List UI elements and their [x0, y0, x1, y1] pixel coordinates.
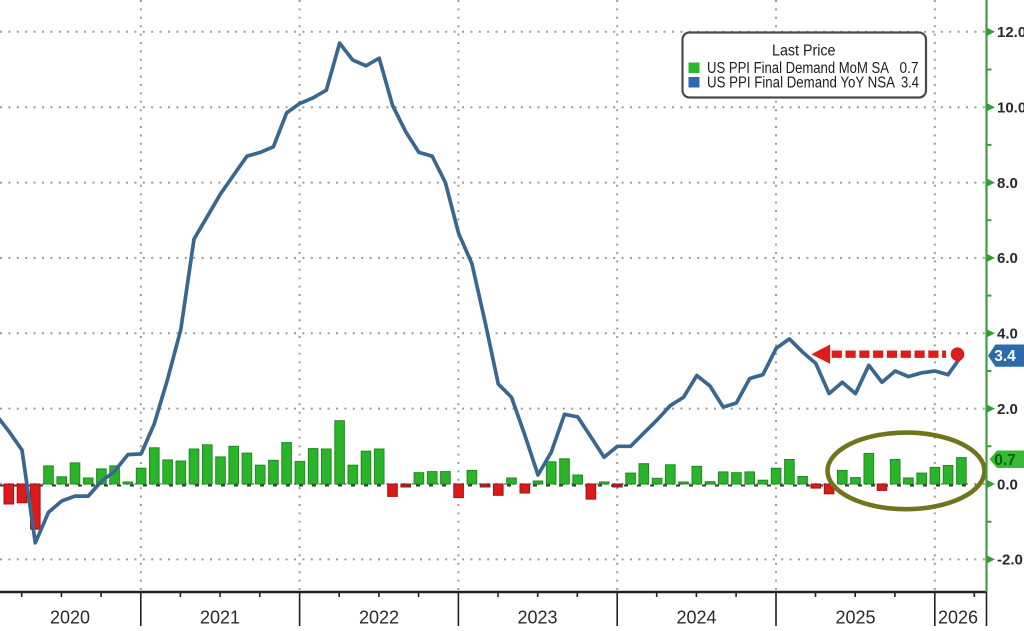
svg-text:2023: 2023: [517, 608, 557, 627]
svg-text:6.0: 6.0: [997, 250, 1018, 267]
svg-text:2025: 2025: [835, 608, 875, 627]
svg-text:Last Price: Last Price: [772, 43, 836, 60]
svg-text:8.0: 8.0: [997, 175, 1018, 192]
svg-text:-2.0: -2.0: [997, 552, 1023, 569]
svg-text:2020: 2020: [50, 608, 90, 627]
svg-text:2022: 2022: [359, 608, 399, 627]
svg-text:US PPI Final Demand YoY NSA: US PPI Final Demand YoY NSA: [707, 75, 896, 92]
svg-text:2026: 2026: [938, 608, 978, 627]
svg-text:0.0: 0.0: [997, 476, 1018, 493]
svg-text:3.4: 3.4: [901, 75, 919, 92]
svg-text:2.0: 2.0: [997, 401, 1018, 418]
svg-text:2021: 2021: [200, 608, 240, 627]
svg-text:2024: 2024: [676, 608, 716, 627]
svg-text:3.4: 3.4: [994, 348, 1016, 365]
svg-text:4.0: 4.0: [997, 326, 1018, 343]
svg-text:0.7: 0.7: [994, 452, 1016, 469]
svg-text:12.0: 12.0: [997, 24, 1024, 41]
svg-text:10.0: 10.0: [997, 100, 1024, 117]
